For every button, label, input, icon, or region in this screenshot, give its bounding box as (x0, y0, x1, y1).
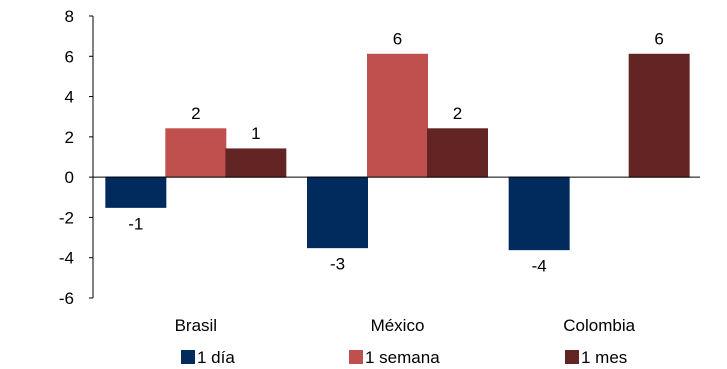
legend-label: 1 semana (365, 348, 440, 367)
data-label: 2 (453, 104, 462, 123)
category-labels: Brasil México Colombia (175, 316, 636, 335)
bars (105, 53, 690, 251)
legend-label: 1 mes (581, 348, 627, 367)
category-label: Colombia (563, 316, 635, 335)
legend-label: 1 día (197, 348, 235, 367)
data-labels: -1 2 1 -3 6 2 -4 6 (128, 29, 664, 275)
bar-0-1 (165, 128, 227, 178)
legend-swatch (565, 350, 579, 364)
category-label: Brasil (175, 316, 218, 335)
bar-0-2 (225, 148, 287, 178)
y-tick-label: -2 (59, 208, 74, 227)
data-label: 6 (393, 29, 402, 48)
legend: 1 día 1 semana 1 mes (181, 348, 627, 367)
y-tick-label: -6 (59, 289, 74, 308)
legend-swatch (349, 350, 363, 364)
y-tick-label: 4 (65, 88, 74, 107)
data-label: 2 (191, 104, 200, 123)
data-label: 6 (654, 29, 663, 48)
bar-1-1 (367, 53, 428, 178)
y-axis: 8 6 4 2 0 -2 -4 -6 (59, 7, 94, 308)
data-label: -3 (330, 255, 345, 274)
y-tick-label: 6 (65, 47, 74, 66)
bar-1-0 (307, 176, 368, 249)
y-tick-label: 2 (65, 128, 74, 147)
bar-2-0 (508, 176, 570, 251)
legend-swatch (181, 350, 195, 364)
bar-0-0 (105, 176, 167, 208)
data-label: -1 (128, 214, 143, 233)
y-tick-label: 8 (65, 7, 74, 26)
bar-1-2 (427, 128, 488, 178)
category-label: México (371, 316, 425, 335)
data-label: -4 (532, 257, 547, 276)
y-tick-label: -4 (59, 249, 74, 268)
bar-2-2 (628, 53, 690, 178)
data-label: 1 (251, 124, 260, 143)
y-tick-label: 0 (65, 168, 74, 187)
